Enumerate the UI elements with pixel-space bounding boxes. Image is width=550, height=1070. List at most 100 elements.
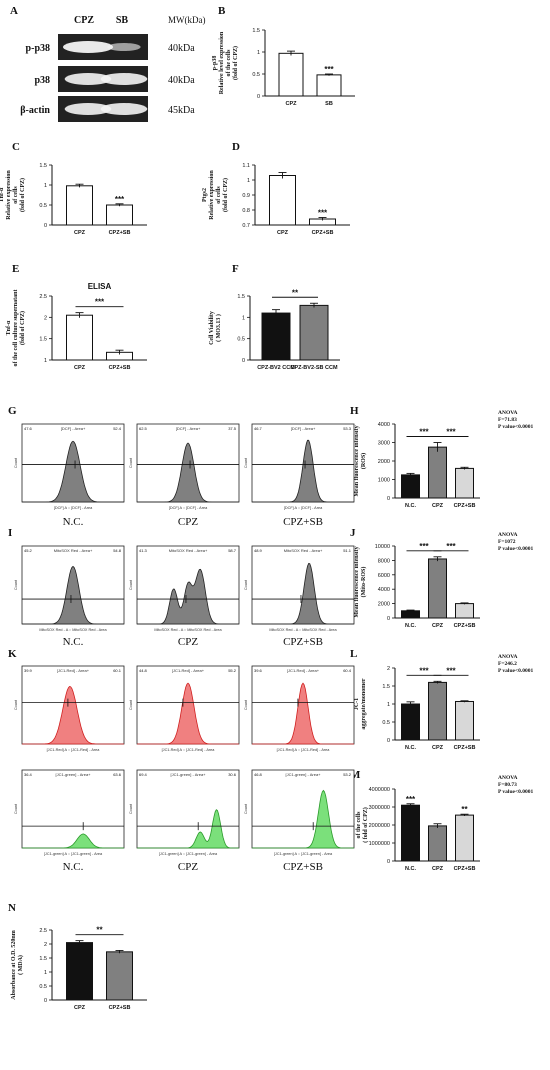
histogram-y-label: Count: [129, 803, 133, 814]
gate-percent: 52.4: [113, 426, 122, 431]
significance-label: ***: [446, 428, 456, 437]
significance-label: ***: [419, 666, 429, 675]
flow-caption: N.C.: [63, 636, 84, 648]
bar: [299, 304, 329, 361]
blot-row-label: p38: [34, 75, 50, 86]
y-tick-label: 4000000: [369, 787, 390, 793]
y-tick-label: 0: [242, 358, 245, 364]
gate-percent: 63.6: [113, 772, 122, 777]
x-tick-label: N.C.: [405, 866, 416, 872]
y-tick-label: 1: [44, 358, 47, 364]
panel-letter-f: F: [232, 263, 239, 275]
panel-letter-l: L: [350, 648, 357, 660]
histogram-x-label: [DCF] A :: [DCF] - Area: [54, 506, 93, 510]
anova-stat: F=71.83: [498, 417, 517, 423]
histogram-y-label: Count: [244, 699, 248, 710]
chart-b: 0 0.5 1 1.5 p-p38 Relative level expression of…: [212, 28, 355, 107]
y-tick-label: 1.5: [39, 163, 47, 169]
blot-row-label: β-actin: [20, 105, 50, 116]
y-axis-label: of the cells: [226, 49, 232, 77]
y-tick-label: 0.5: [382, 720, 390, 726]
y-axis-label: Relative level expression: [219, 31, 225, 94]
y-axis-label: p-p38: [212, 56, 218, 71]
gate-header: [JC1-green] - Area+: [170, 772, 206, 777]
gate-percent: 54.8: [113, 548, 122, 553]
anova-stat: F=80.73: [498, 782, 517, 788]
y-axis-label: Tnf-α: [0, 187, 5, 202]
y-tick-label: 1000: [378, 478, 390, 484]
y-tick-label: 10000: [375, 544, 390, 550]
x-tick-label: CPZ: [432, 866, 444, 872]
histogram-x-label: MitoSOX Red - A :: MitoSOX Red - Area: [269, 628, 337, 632]
x-tick-label: N.C.: [405, 745, 416, 751]
x-tick-label: CPZ: [286, 101, 298, 107]
y-tick-label: 2: [387, 666, 390, 672]
histogram-x-label: [JC1-green] A :: [JC1-green] - Area: [44, 852, 103, 856]
gate-percent: 55.2: [228, 668, 237, 673]
y-tick-label: 0: [387, 738, 390, 744]
bar: [269, 175, 296, 226]
flow-caption: CPZ: [178, 861, 198, 873]
histogram-peak: [22, 565, 124, 625]
y-axis-label: Ptgs2: [202, 188, 208, 202]
significance-label: ***: [324, 65, 334, 74]
y-tick-label: 1.5: [252, 28, 260, 34]
y-axis-label: of the cell culture supernatant: [13, 290, 19, 367]
y-tick-label: 0.5: [252, 72, 260, 78]
histogram-y-label: Count: [14, 699, 18, 710]
y-tick-label: 2.5: [39, 928, 47, 934]
y-tick-label: 1.5: [39, 956, 47, 962]
y-tick-label: 6000: [378, 573, 390, 579]
histogram-peak: [252, 789, 354, 849]
y-axis-label: Cell Viability: [209, 311, 215, 345]
x-tick-label: CPZ+SB: [109, 230, 131, 236]
y-axis-label: of the cells: [356, 811, 362, 839]
y-tick-label: 2.5: [39, 294, 47, 300]
chart-m: 01000000200000030000004000000ATPLevel ex…: [342, 775, 533, 872]
flow-k-red-1: 44.8 55.2 [JC1-Red] - Area+[JC1-Red] A :: …: [129, 665, 240, 752]
y-axis-label: (ROS): [360, 453, 367, 469]
panel-letter-e: E: [12, 263, 19, 275]
gate-percent: 69.4: [139, 772, 148, 777]
anova-stat: P value<0.0001: [498, 789, 533, 795]
histogram-peak: [137, 682, 239, 745]
chart-e: ELISA 1 1.5 2 2.5 Tnf-α of the cell culture su…: [6, 282, 147, 371]
y-axis-label: JC-1: [354, 698, 360, 710]
x-tick-label: CPZ+SB: [109, 1005, 131, 1011]
gate-header: [JC1-green] - Area+: [55, 772, 91, 777]
chart-c: 0 0.5 1 1.5 Tnf-α Relative expression of cells…: [0, 163, 147, 236]
anova-stat: F=1072: [498, 539, 516, 545]
chart-n: 0 0.5 1 1.5 2 2.5 Absorbance at O.D. 520nm( MD…: [11, 926, 147, 1011]
flow-i-1: 41.3 58.7 MitoSOX Red - Area+ MitoSOX Red -…: [129, 545, 240, 632]
y-tick-label: 2: [44, 942, 47, 948]
y-tick-label: 3000000: [369, 805, 390, 811]
anova-stat: P value<0.0001: [498, 546, 533, 552]
gate-percent: 41.3: [139, 548, 148, 553]
histogram-peak: [252, 682, 354, 745]
x-tick-label: CPZ+SB: [109, 365, 131, 371]
gate-percent: 46.8: [254, 772, 263, 777]
panel-letter-h: H: [350, 405, 359, 417]
gate-percent: 46.7: [254, 426, 263, 431]
histogram-peak: [137, 568, 239, 625]
y-tick-label: 0: [44, 223, 47, 229]
gate-percent: 53.3: [343, 426, 352, 431]
y-axis-label: ( fold of CPZ): [362, 807, 369, 843]
gate-percent: 30.6: [228, 772, 237, 777]
blot-band: [100, 103, 148, 115]
y-tick-label: 1: [257, 50, 260, 56]
y-tick-label: 1: [387, 702, 390, 708]
bar: [428, 558, 447, 619]
histogram-x-label: [JC1-Red] A :: [JC1-Red] - Area: [277, 748, 331, 752]
y-tick-label: 0: [257, 94, 260, 100]
panel-letter-a: A: [10, 5, 18, 17]
x-tick-label: CPZ+SB: [312, 230, 334, 236]
panel-a-blot: CPZ SB MW(kDa) p-p38 40kDa p38 40kDa β-actin 45k…: [20, 15, 206, 122]
histogram-x-label: MitoSOX Red - A :: MitoSOX Red - Area: [154, 628, 222, 632]
histogram-frame: [251, 769, 355, 849]
histogram-frame: [136, 769, 240, 849]
anova-stat: ANOVA: [498, 532, 517, 538]
y-axis-label: Mean fluorescence intensity: [354, 546, 360, 617]
blot-mw-label: 40kDa: [168, 75, 195, 86]
